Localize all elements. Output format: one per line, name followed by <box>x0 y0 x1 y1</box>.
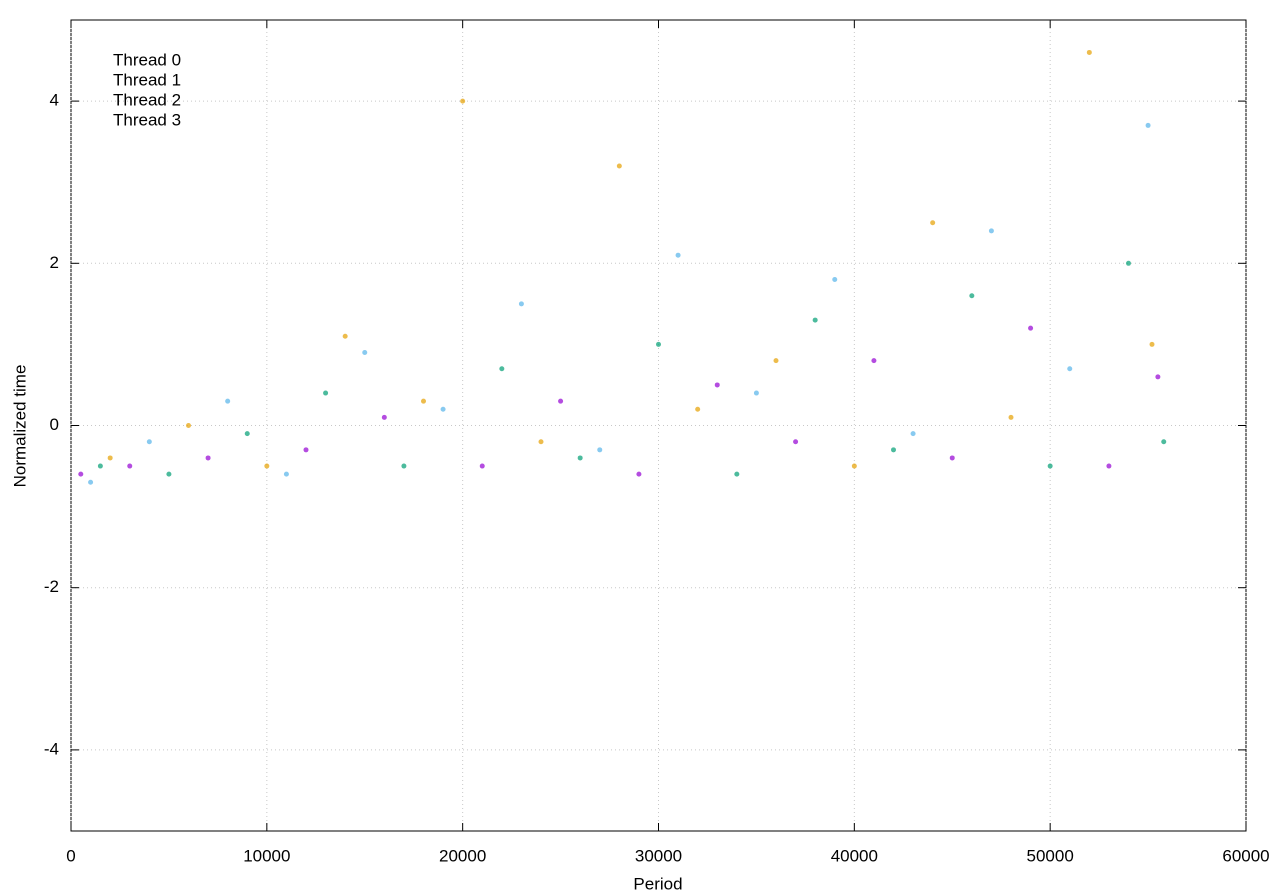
point <box>146 439 152 445</box>
point <box>949 455 955 461</box>
point <box>440 406 446 412</box>
point <box>323 390 329 396</box>
point <box>1047 463 1053 469</box>
point <box>538 439 544 445</box>
point <box>616 163 622 169</box>
x-tick-label: 40000 <box>831 846 878 865</box>
point <box>597 447 603 453</box>
point <box>1155 374 1161 380</box>
point <box>910 431 916 437</box>
x-tick-label: 0 <box>66 846 75 865</box>
point <box>88 479 94 485</box>
point <box>460 98 466 104</box>
legend-label: Thread 0 <box>113 50 181 69</box>
x-tick-label: 50000 <box>1027 846 1074 865</box>
point <box>1106 463 1112 469</box>
point <box>675 252 681 258</box>
x-tick-label: 60000 <box>1222 846 1269 865</box>
y-axis-label: Normalized time <box>10 365 29 488</box>
x-tick-label: 30000 <box>635 846 682 865</box>
point <box>577 455 583 461</box>
point <box>1126 260 1131 266</box>
point <box>401 463 407 469</box>
point <box>753 390 759 396</box>
point <box>734 471 740 477</box>
point <box>636 471 642 477</box>
point <box>930 220 936 226</box>
x-axis-label: Period <box>633 874 682 893</box>
point <box>244 431 250 437</box>
y-tick-label: 2 <box>50 253 59 272</box>
point <box>1067 366 1073 372</box>
point <box>362 350 368 356</box>
point <box>773 358 779 364</box>
point <box>871 358 877 364</box>
point <box>499 366 505 372</box>
point <box>714 382 720 388</box>
x-tick-label: 20000 <box>439 846 486 865</box>
point <box>988 228 994 234</box>
legend-label: Thread 1 <box>113 70 181 89</box>
point <box>303 447 309 453</box>
point <box>832 277 838 283</box>
point <box>812 317 818 323</box>
point <box>891 447 896 453</box>
point <box>205 455 211 461</box>
point <box>656 341 661 347</box>
point <box>1161 439 1167 445</box>
y-tick-label: 4 <box>50 91 59 110</box>
point <box>518 301 524 307</box>
point <box>225 398 231 404</box>
y-tick-label: -4 <box>44 739 59 758</box>
point <box>127 463 133 469</box>
point <box>166 471 172 477</box>
point <box>264 463 270 469</box>
point <box>342 333 348 339</box>
point <box>1028 325 1034 331</box>
point <box>969 293 975 299</box>
point <box>283 471 289 477</box>
point <box>1149 341 1155 347</box>
x-tick-label: 10000 <box>243 846 290 865</box>
point <box>186 423 191 428</box>
point <box>1145 122 1151 128</box>
y-tick-label: 0 <box>50 415 59 434</box>
point <box>78 471 84 477</box>
point <box>558 398 564 404</box>
point <box>479 463 485 469</box>
point <box>421 398 426 404</box>
point <box>695 406 701 412</box>
point <box>97 463 103 469</box>
point <box>851 463 857 469</box>
y-tick-label: -2 <box>44 577 59 596</box>
point <box>1086 49 1092 55</box>
point <box>793 439 799 445</box>
point <box>107 455 113 461</box>
legend-label: Thread 2 <box>113 90 181 109</box>
point <box>1008 414 1014 420</box>
point <box>381 414 387 420</box>
legend-label: Thread 3 <box>113 110 181 129</box>
